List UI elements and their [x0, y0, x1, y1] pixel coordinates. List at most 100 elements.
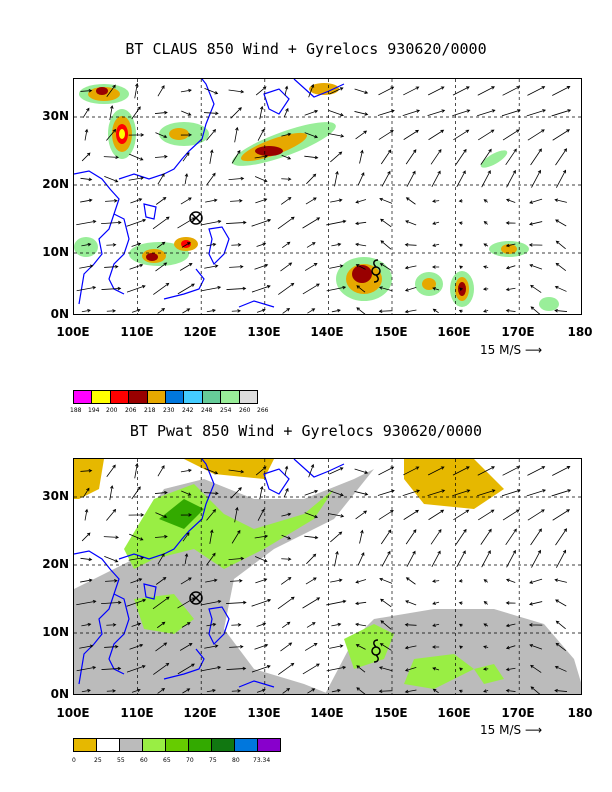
- wind-vector: [259, 485, 264, 500]
- wind-vector: [355, 622, 367, 627]
- wind-vector: [505, 198, 516, 203]
- wind-vector: [130, 198, 143, 204]
- legend-label: 242: [182, 407, 194, 414]
- wind-vector: [230, 199, 243, 203]
- wind-vector: [355, 601, 367, 606]
- legend-swatch: [73, 390, 93, 404]
- wind-vector: [378, 286, 393, 292]
- panel1-lon-120e: 120E: [183, 325, 217, 339]
- wind-vector: [254, 176, 268, 183]
- wind-vector: [201, 665, 222, 672]
- wind-vector: [481, 170, 491, 188]
- legend-label: 260: [239, 407, 251, 414]
- panel1-lon-160e: 160E: [437, 325, 471, 339]
- wind-vector: [378, 309, 393, 313]
- wind-vector: [154, 534, 168, 539]
- wind-vector: [154, 490, 168, 495]
- wind-vector: [106, 623, 117, 627]
- wind-vector: [552, 509, 570, 521]
- wind-vector: [430, 148, 442, 165]
- wind-vector: [131, 242, 142, 247]
- wind-vector: [405, 197, 416, 205]
- wind-vector: [228, 469, 245, 474]
- tc-symbol-icon: [371, 259, 381, 283]
- legend-swatch: [188, 738, 212, 752]
- wind-vector: [329, 87, 344, 95]
- panel1-title: BT CLAUS 850 Wind + Gyrelocs 930620/0000: [125, 40, 487, 58]
- wind-vector: [302, 283, 320, 295]
- wind-vector: [555, 642, 567, 651]
- wind-vector: [81, 308, 91, 313]
- wind-vector: [427, 466, 445, 476]
- wind-vector: [328, 490, 344, 497]
- wind-vector: [505, 601, 516, 605]
- legend-label: 0: [72, 757, 76, 764]
- wind-vector: [282, 688, 291, 694]
- wind-vector: [405, 149, 417, 165]
- wind-vector: [126, 598, 147, 607]
- wind-vector: [555, 240, 566, 250]
- wind-vector: [527, 86, 546, 96]
- arrow-right-icon: ⟶: [524, 343, 543, 357]
- legend-swatch: [128, 390, 148, 404]
- wind-vector: [155, 512, 168, 519]
- wind-vector: [177, 663, 195, 675]
- wind-vector: [281, 154, 292, 160]
- legend-label: 70: [186, 757, 194, 764]
- wind-vector: [281, 132, 292, 137]
- wind-vector: [483, 265, 489, 269]
- wind-vector: [281, 177, 292, 181]
- wind-vector: [432, 287, 440, 291]
- wind-vector: [403, 509, 420, 520]
- wind-vector: [181, 490, 192, 496]
- wind-vector: [231, 309, 242, 313]
- wind-vector: [380, 218, 392, 228]
- wind-vector: [432, 221, 440, 225]
- legend-swatch: [164, 390, 185, 404]
- wind-vector: [378, 130, 394, 140]
- wind-vector: [80, 578, 93, 583]
- wind-vector: [251, 285, 271, 293]
- panel2-ref-vector: 15 M/S ⟶: [480, 723, 542, 737]
- wind-vector: [506, 549, 516, 568]
- wind-vector: [477, 109, 496, 117]
- legend-swatch: [119, 738, 143, 752]
- wind-vector: [403, 86, 420, 96]
- wind-vector: [180, 197, 192, 205]
- wind-vector: [530, 284, 542, 293]
- panel2-lon-160e: 160E: [437, 706, 471, 720]
- wind-vector: [552, 129, 570, 141]
- wind-vector: [153, 282, 170, 295]
- panel1-lon-110e: 110E: [120, 325, 154, 339]
- wind-vector: [280, 577, 292, 585]
- wind-vector: [328, 513, 345, 518]
- wind-vector: [554, 285, 567, 292]
- wind-vector: [378, 510, 394, 520]
- wind-vector: [355, 130, 368, 140]
- wind-vector: [432, 645, 440, 649]
- wind-vector: [458, 579, 463, 583]
- wind-vector: [458, 623, 463, 627]
- wind-vector: [304, 489, 319, 496]
- wind-vector: [552, 466, 571, 476]
- wind-vector: [205, 198, 218, 203]
- wind-vector: [209, 529, 214, 544]
- wind-vector: [204, 468, 219, 475]
- wind-vector: [76, 599, 97, 606]
- wind-vector: [527, 129, 545, 141]
- pwat-field: [74, 459, 581, 694]
- wind-vector: [80, 557, 93, 562]
- wind-vector: [531, 169, 541, 188]
- wind-vector: [330, 151, 343, 163]
- wind-vector: [281, 241, 291, 249]
- wind-vector: [304, 535, 319, 540]
- wind-vector: [128, 513, 145, 517]
- panel2-lon-140e: 140E: [310, 706, 344, 720]
- wind-vector: [251, 218, 272, 227]
- wind-vector: [554, 578, 567, 583]
- wind-vector: [381, 170, 391, 187]
- legend-swatch: [211, 738, 235, 752]
- legend-label: 55: [117, 757, 125, 764]
- wind-vector: [206, 129, 217, 141]
- wind-vector: [156, 241, 166, 249]
